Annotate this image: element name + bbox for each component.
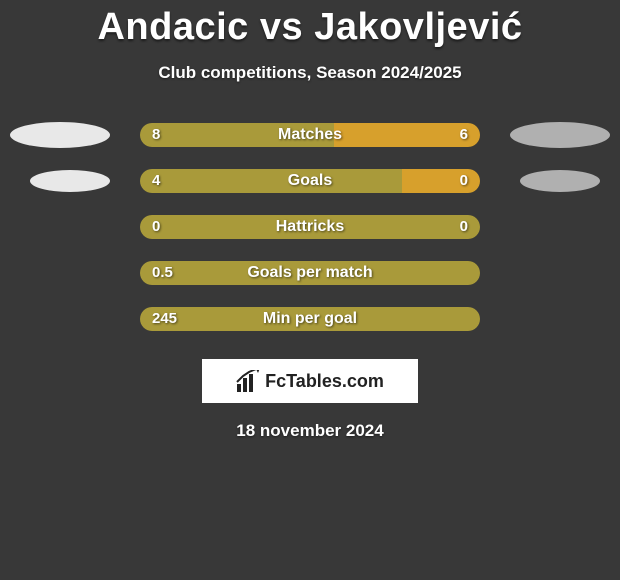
bar-chart-icon xyxy=(236,370,260,392)
stat-fill-left xyxy=(140,261,480,285)
date-label: 18 november 2024 xyxy=(0,421,620,441)
stat-value-right: 6 xyxy=(460,123,468,147)
stat-value-right: 0 xyxy=(460,215,468,239)
subtitle: Club competitions, Season 2024/2025 xyxy=(0,63,620,83)
stat-track: 86Matches xyxy=(140,123,480,147)
stat-fill-right xyxy=(402,169,480,193)
stat-fill-left xyxy=(140,123,334,147)
stat-track: 00Hattricks xyxy=(140,215,480,239)
player1-badge xyxy=(30,170,110,192)
stat-value-left: 8 xyxy=(152,123,160,147)
logo-text: FcTables.com xyxy=(265,371,384,392)
stat-row: 0.5Goals per match xyxy=(0,261,620,285)
stat-value-right: 0 xyxy=(460,169,468,193)
stat-track: 40Goals xyxy=(140,169,480,193)
stat-value-left: 0 xyxy=(152,215,160,239)
stat-fill-left xyxy=(140,307,480,331)
stat-row: 245Min per goal xyxy=(0,307,620,331)
player1-badge xyxy=(10,122,110,148)
logo-box: FcTables.com xyxy=(202,359,418,403)
stat-track: 245Min per goal xyxy=(140,307,480,331)
stat-fill-left xyxy=(140,215,480,239)
stat-row: 86Matches xyxy=(0,123,620,147)
stat-value-left: 4 xyxy=(152,169,160,193)
stat-value-left: 0.5 xyxy=(152,261,173,285)
player2-badge xyxy=(520,170,600,192)
stats-container: 86Matches40Goals00Hattricks0.5Goals per … xyxy=(0,123,620,331)
stat-fill-right xyxy=(334,123,480,147)
stat-row: 00Hattricks xyxy=(0,215,620,239)
player2-badge xyxy=(510,122,610,148)
stat-row: 40Goals xyxy=(0,169,620,193)
page-title: Andacic vs Jakovljević xyxy=(0,0,620,49)
stat-fill-left xyxy=(140,169,402,193)
stat-track: 0.5Goals per match xyxy=(140,261,480,285)
stat-value-left: 245 xyxy=(152,307,177,331)
